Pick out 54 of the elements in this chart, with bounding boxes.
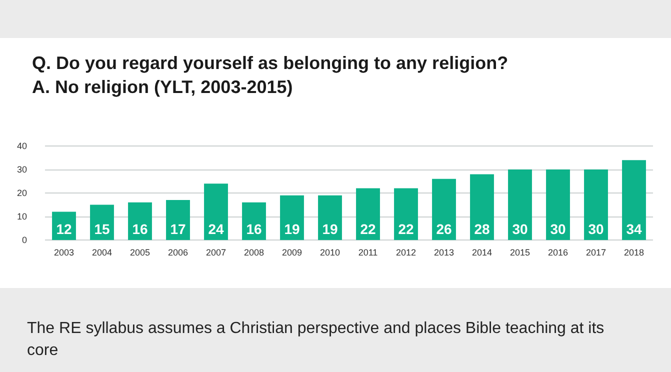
bar — [166, 200, 190, 240]
data-label: 30 — [550, 221, 566, 237]
x-tick-label: 2004 — [92, 248, 112, 258]
bar — [90, 204, 114, 240]
x-tick-label: 2017 — [586, 248, 606, 258]
x-tick-label: 2006 — [168, 248, 188, 258]
data-label: 34 — [626, 221, 642, 237]
x-tick-label: 2008 — [244, 248, 264, 258]
x-tick-label: 2012 — [396, 248, 416, 258]
x-tick-label: 2014 — [472, 248, 492, 258]
bar — [508, 170, 532, 240]
bar — [204, 184, 228, 240]
data-label: 19 — [284, 221, 300, 237]
data-label: 30 — [512, 221, 528, 237]
data-label: 12 — [56, 221, 72, 237]
x-tick-label: 2013 — [434, 248, 454, 258]
chart-title: Q. Do you regard yourself as belonging to any religion? A. No religion (YLT, 2003-2015) — [32, 53, 508, 97]
data-label: 30 — [588, 221, 604, 237]
bar — [622, 160, 646, 240]
x-tick-label: 2009 — [282, 248, 302, 258]
x-tick-label: 2011 — [358, 248, 378, 258]
x-tick-label: 2010 — [320, 248, 340, 258]
data-label: 19 — [322, 221, 338, 237]
data-label: 15 — [94, 221, 110, 237]
bar — [128, 202, 152, 240]
y-tick-label: 0 — [22, 235, 27, 245]
bar — [432, 178, 456, 240]
bar — [242, 202, 266, 240]
data-label: 17 — [170, 221, 186, 237]
data-label: 28 — [474, 221, 490, 237]
bar — [546, 170, 570, 240]
y-tick-label: 30 — [16, 164, 27, 174]
bar — [356, 188, 380, 240]
text: The RE syllabus assumes a Christian perspective and places Bible teaching at its core — [27, 319, 606, 361]
x-tick-label: 2003 — [54, 248, 74, 258]
bar — [470, 174, 494, 240]
bar — [280, 195, 304, 240]
bar — [584, 170, 608, 240]
data-label: 16 — [246, 221, 262, 237]
bar — [394, 188, 418, 240]
data-label: 24 — [208, 221, 224, 237]
y-tick-label: 10 — [16, 212, 27, 222]
bar — [318, 195, 342, 240]
data-label: 16 — [132, 221, 148, 237]
x-tick-label: 2005 — [130, 248, 150, 258]
data-label: 26 — [436, 221, 452, 237]
x-tick-label: 2018 — [624, 248, 644, 258]
data-label: 22 — [360, 221, 376, 237]
x-tick-label: 2007 — [206, 248, 226, 258]
x-tick-label: 2015 — [510, 248, 530, 258]
x-tick-label: 2016 — [548, 248, 568, 258]
y-tick-label: 20 — [16, 188, 27, 198]
y-tick-label: 40 — [16, 141, 27, 151]
data-label: 22 — [398, 221, 414, 237]
